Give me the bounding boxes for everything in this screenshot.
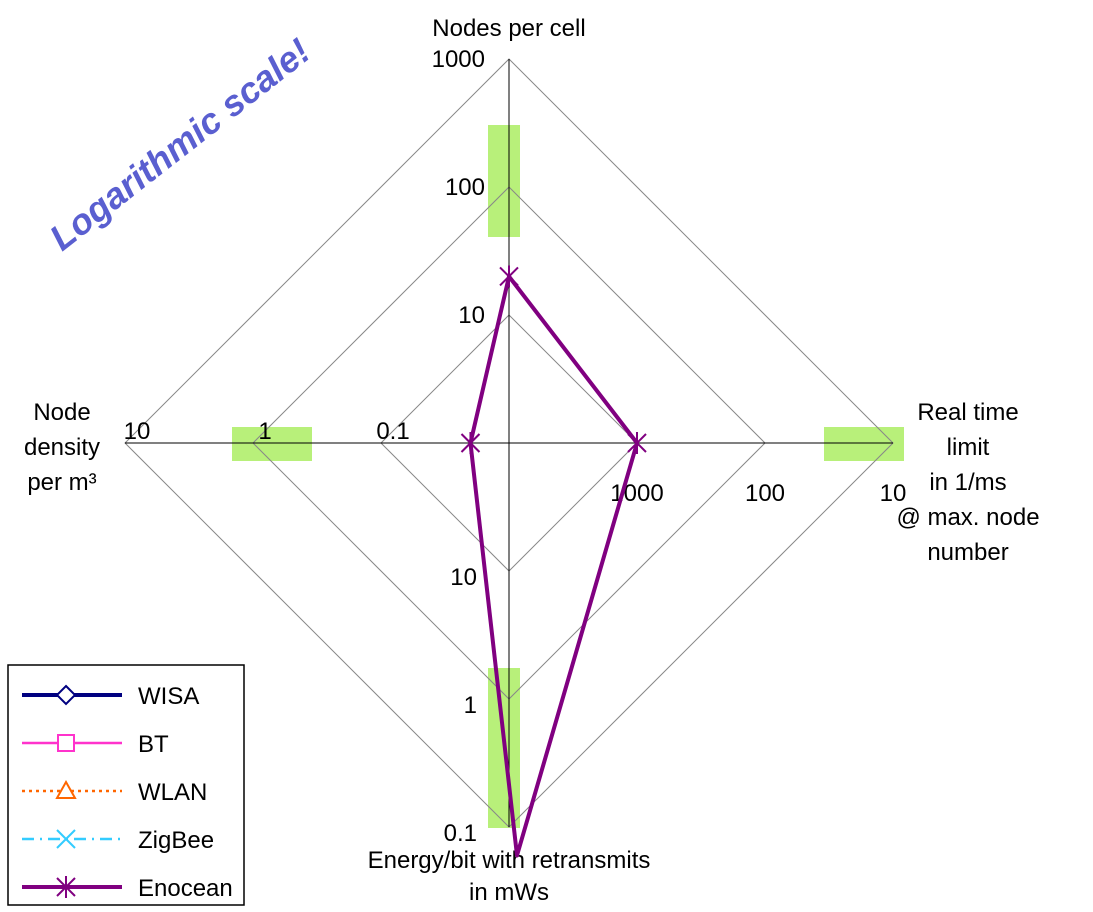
highlight-node-density	[232, 427, 312, 461]
tick-down-0.1: 0.1	[444, 820, 477, 847]
series-line-enocean	[468, 274, 639, 858]
axis-labels: Nodes per cell Real time limit in 1/ms @ max…	[24, 15, 1040, 906]
tick-right-100: 100	[745, 480, 785, 507]
axis-label-line: per m³	[27, 469, 96, 496]
legend-label-wlan: WLAN	[138, 779, 207, 806]
axis-label-line: number	[927, 539, 1008, 566]
legend-marker-enocean	[56, 876, 76, 898]
tick-right-10: 10	[880, 480, 907, 507]
legend-marker-wlan	[55, 779, 77, 799]
series-point-enocean-node-density	[460, 432, 481, 454]
axis-label-left: Node density per m³	[24, 399, 100, 496]
grid	[124, 58, 894, 828]
axis-label-line: limit	[947, 434, 990, 461]
axis-label-line: Nodes per cell	[432, 15, 585, 42]
axis-label-right: Real time limit in 1/ms @ max. node number	[896, 399, 1039, 566]
legend-label-enocean: Enocean	[138, 875, 233, 902]
tick-down-10: 10	[450, 564, 477, 591]
axis-label-line: Energy/bit with retransmits	[368, 847, 651, 874]
series	[460, 265, 647, 858]
axis-label-line: in mWs	[469, 879, 549, 906]
axis-label-line: in 1/ms	[929, 469, 1006, 496]
tick-up-100: 100	[445, 174, 485, 201]
axis-label-line: Node	[33, 399, 90, 426]
axis-label-line: density	[24, 434, 100, 461]
highlight-bands	[232, 125, 904, 828]
legend: WISA BT WLAN ZigBee Enocean	[7, 664, 245, 906]
axis-label-line: Real time	[917, 399, 1018, 426]
highlight-nodes-per-cell	[488, 125, 520, 237]
legend-marker-zigbee	[56, 829, 76, 849]
legend-marker-wisa	[55, 684, 77, 706]
tick-up-10: 10	[458, 302, 485, 329]
tick-down-1: 1	[464, 692, 477, 719]
tick-left-0.1: 0.1	[376, 418, 409, 445]
legend-marker-bt	[57, 734, 75, 752]
series-point-enocean-real-time	[627, 432, 647, 454]
legend-label-wisa: WISA	[138, 683, 199, 710]
log-scale-note: Logarithmic scale!	[42, 30, 318, 258]
tick-up-1000: 1000	[432, 46, 485, 73]
tick-left-10: 10	[124, 418, 151, 445]
axis-label-up: Nodes per cell	[432, 15, 585, 42]
legend-box	[7, 664, 245, 906]
axis-label-line: @ max. node	[896, 504, 1039, 531]
axis-label-down: Energy/bit with retransmits in mWs	[368, 847, 651, 906]
highlight-real-time	[824, 427, 904, 461]
legend-label-zigbee: ZigBee	[138, 827, 214, 854]
series-point-enocean-nodes-per-cell	[499, 265, 519, 288]
legend-label-bt: BT	[138, 731, 169, 758]
tick-left-1: 1	[258, 418, 271, 445]
